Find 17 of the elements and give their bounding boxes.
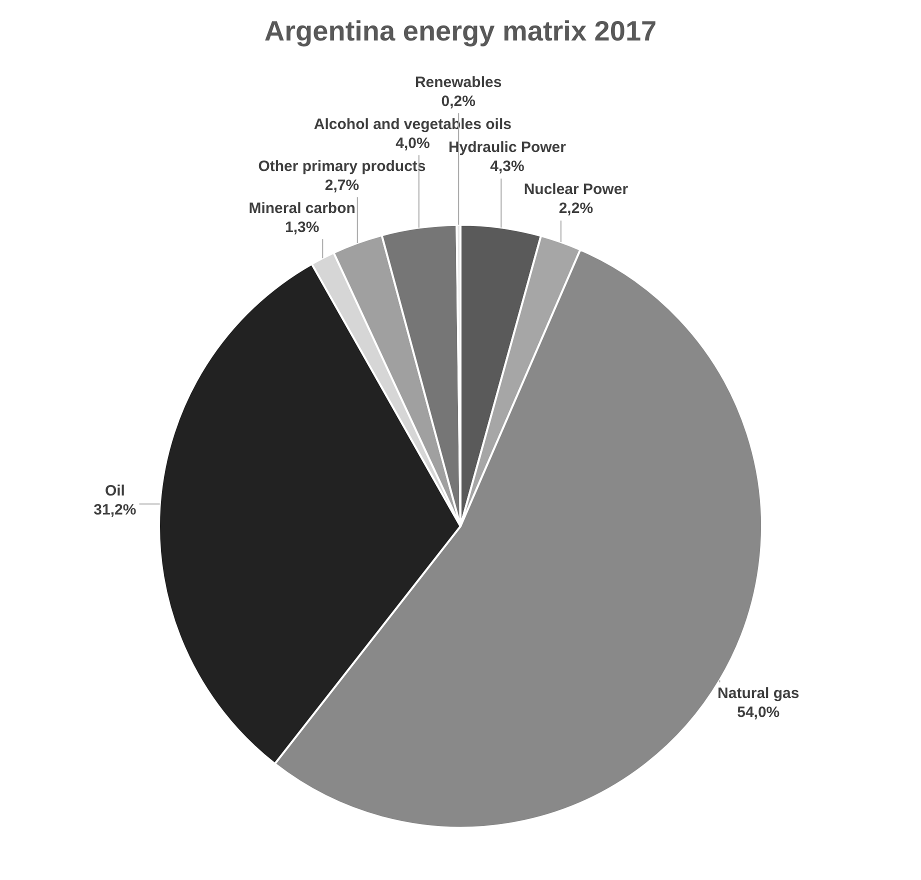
data-label: 54,0%: [737, 704, 780, 721]
data-label: 4,0%: [396, 134, 430, 152]
slice-label: Renewables: [414, 74, 502, 91]
data-label: 31,2%: [94, 501, 136, 518]
chart-title: Argentina energy matrix 2017: [264, 16, 657, 47]
slice-label: Oil: [104, 482, 125, 500]
data-label: 4,3%: [490, 158, 524, 176]
data-label: 2,7%: [324, 176, 360, 194]
slice-label: Natural gas: [718, 684, 800, 702]
slice-label: Other primary products: [258, 158, 426, 175]
slice-label: Hydraulic Power: [448, 139, 566, 156]
data-label: 1,3%: [284, 218, 320, 236]
slice-label: Mineral carbon: [248, 200, 356, 217]
slice-label: Nuclear Power: [524, 181, 628, 198]
slice-label: Alcohol and vegetables oils: [314, 116, 512, 133]
data-label: 0,2%: [441, 92, 476, 110]
data-label: 2,2%: [558, 200, 594, 218]
